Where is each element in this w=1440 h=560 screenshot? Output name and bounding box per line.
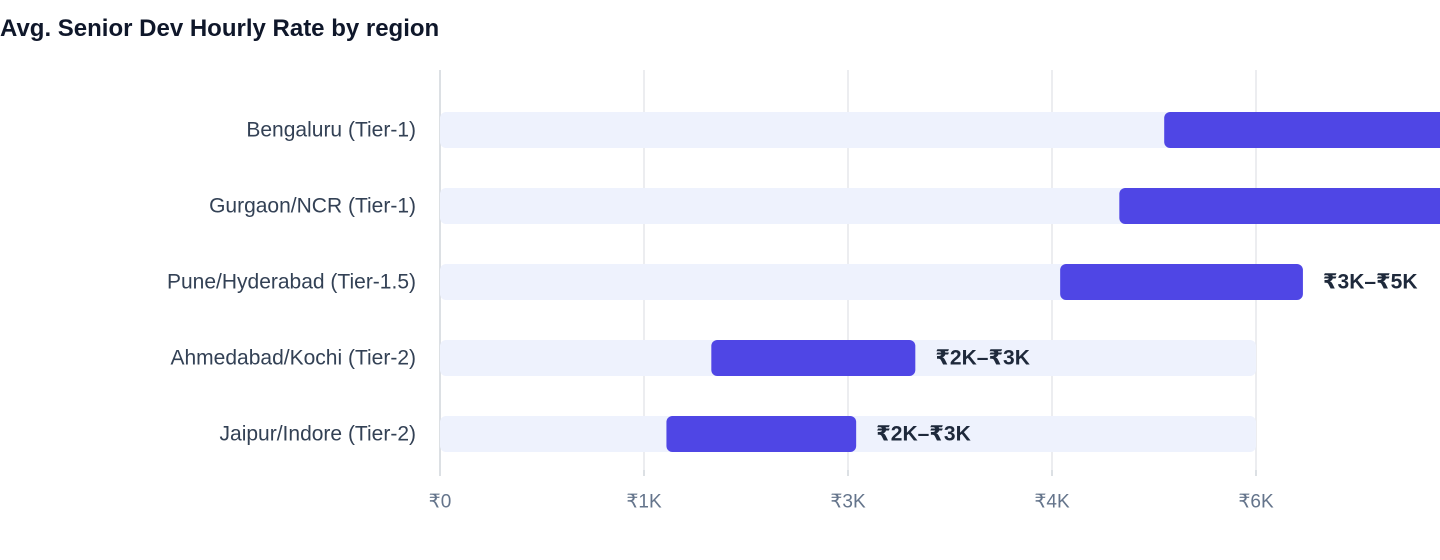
category-label: Ahmedabad/Kochi (Tier-2)	[171, 347, 417, 370]
range-bar	[666, 416, 857, 452]
tick-label: ₹4K	[1034, 492, 1070, 513]
range-bar	[711, 340, 916, 376]
chart-title: Avg. Senior Dev Hourly Rate by region	[0, 15, 440, 42]
tick-label: ₹3K	[830, 492, 866, 513]
category-label: Jaipur/Indore (Tier-2)	[220, 423, 416, 446]
bar-track	[440, 188, 1256, 224]
bar-track	[440, 264, 1256, 300]
tick-label: ₹0	[429, 492, 452, 513]
category-label: Bengaluru (Tier-1)	[246, 119, 416, 142]
range-bar	[1060, 264, 1303, 300]
bar-track	[440, 112, 1256, 148]
tick-label: ₹1K	[626, 492, 662, 513]
value-label: ₹2K–₹3K	[935, 347, 1030, 370]
category-label: Pune/Hyderabad (Tier-1.5)	[167, 271, 416, 294]
category-label: Gurgaon/NCR (Tier-1)	[209, 195, 416, 218]
value-label: ₹3K–₹5K	[1323, 271, 1418, 294]
value-label: ₹2K–₹3K	[876, 423, 971, 446]
range-bar	[1119, 188, 1440, 224]
range-bar	[1164, 112, 1440, 148]
tick-label: ₹6K	[1238, 492, 1274, 513]
